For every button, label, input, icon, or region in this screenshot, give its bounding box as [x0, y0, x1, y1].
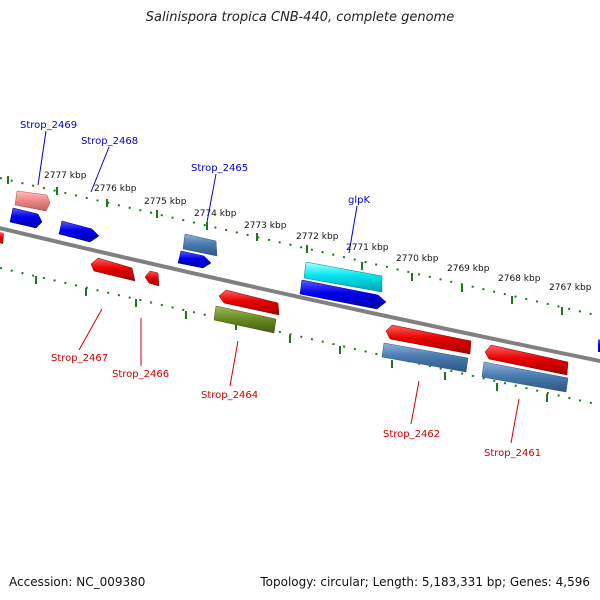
gene-strop-2467[interactable] [90, 257, 136, 282]
accession-text: Accession: NC_009380 [9, 575, 146, 589]
label-leaders-bottom [78, 308, 520, 444]
gene-label-strop-2464: Strop_2464 [201, 390, 258, 401]
gene-label-strop-2466: Strop_2466 [112, 369, 169, 380]
gene-label-strop-2469: Strop_2469 [20, 120, 77, 131]
kbp-label: 2770 kbp [396, 254, 439, 264]
gene-forward-blue-2[interactable] [177, 250, 212, 269]
kbp-label: 2775 kbp [144, 197, 187, 207]
gene-label-strop-2462: Strop_2462 [383, 429, 440, 440]
gene-strop-2465[interactable] [182, 233, 218, 257]
kbp-label: 2768 kbp [498, 274, 541, 284]
kbp-label: 2771 kbp [346, 243, 389, 253]
gene-strop-2461[interactable] [481, 361, 569, 393]
gene-label-strop-2461: Strop_2461 [484, 448, 541, 459]
kbp-label: 2776 kbp [94, 184, 137, 194]
gene-label-strop-2468: Strop_2468 [81, 136, 138, 147]
kbp-label: 2773 kbp [244, 221, 287, 231]
gene-label-glpk: glpK [348, 195, 370, 206]
lower-major-ticks [35, 276, 548, 402]
kbp-label: 2767 kbp [549, 283, 592, 293]
gene-strop-2462[interactable] [381, 342, 469, 373]
gene-strop-2469[interactable] [14, 190, 51, 212]
gene-forward-blue-3[interactable] [299, 279, 387, 310]
gene-strop-2464[interactable] [213, 305, 277, 334]
lower-tick-track [0, 267, 600, 406]
genome-summary-text: Topology: circular; Length: 5,183,331 bp… [260, 575, 590, 589]
kbp-label: 2769 kbp [447, 264, 490, 274]
gene-strop-2466[interactable] [144, 270, 160, 287]
gene-label-strop-2465: Strop_2465 [191, 163, 248, 174]
gene-label-strop-2467: Strop_2467 [51, 353, 108, 364]
kbp-label: 2774 kbp [194, 209, 237, 219]
label-leaders-top [37, 130, 358, 254]
kbp-label: 2777 kbp [44, 171, 87, 181]
upper-major-ticks [7, 176, 563, 315]
genome-title: Salinispora tropica CNB-440, complete ge… [145, 10, 455, 25]
gene-strop-2462-red[interactable] [385, 324, 472, 355]
gene-forward-blue[interactable] [9, 207, 43, 229]
genome-backbone [0, 226, 600, 364]
gene-strop-2468[interactable] [58, 220, 100, 243]
gene-strop-2464-red[interactable] [218, 289, 280, 316]
gene-strop-2461-red[interactable] [484, 344, 569, 376]
gene-left-edge-red[interactable] [0, 232, 4, 244]
gene-glpk[interactable] [303, 261, 383, 293]
kbp-label: 2772 kbp [296, 232, 339, 242]
